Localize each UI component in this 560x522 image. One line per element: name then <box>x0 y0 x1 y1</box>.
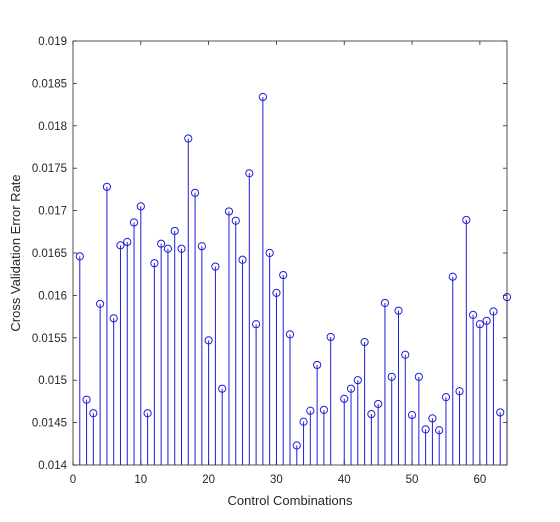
stem-marker <box>299 417 308 426</box>
stem-marker <box>319 405 329 414</box>
x-axis-ticks: 0 10 20 30 40 50 60 <box>70 41 486 486</box>
stem-marker <box>435 426 444 435</box>
stem-marker <box>441 393 451 402</box>
stem-marker <box>380 298 390 308</box>
y-tick-label: 0.0155 <box>32 333 67 345</box>
stem-marker <box>190 188 200 197</box>
x-tick-label: 50 <box>406 474 419 486</box>
y-tick-label: 0.0145 <box>32 418 67 430</box>
stem-marker <box>150 259 159 268</box>
stem-marker <box>109 314 118 323</box>
stem-marker <box>462 215 471 225</box>
stem-marker <box>374 399 383 409</box>
stem-marker <box>177 244 186 253</box>
y-tick-label: 0.018 <box>38 121 67 133</box>
stem-marker <box>143 409 152 418</box>
y-tick-label: 0.0165 <box>32 248 67 260</box>
stem-marker <box>170 226 179 236</box>
stem-marker <box>475 320 484 329</box>
stem-marker <box>272 288 281 297</box>
stem-marker <box>245 169 254 178</box>
x-tick-label: 20 <box>202 474 215 486</box>
stem-marker <box>75 252 84 261</box>
y-tick-label: 0.0185 <box>32 78 67 90</box>
x-axis-label: Control Combinations <box>227 493 353 508</box>
stem-marker <box>455 387 464 396</box>
stem-marker <box>367 410 376 419</box>
stem-marker <box>387 372 396 381</box>
stem-marker <box>448 272 457 281</box>
stem-marker <box>496 408 505 417</box>
stem-marker <box>231 216 240 225</box>
stem-marker <box>326 332 335 342</box>
stem-marker <box>89 409 98 418</box>
stem-marker <box>238 255 247 264</box>
stem-marker <box>279 270 288 280</box>
stem-marker <box>414 372 423 381</box>
stem-marker <box>489 307 498 316</box>
stem-marker <box>346 384 356 393</box>
stem-marker <box>129 218 139 227</box>
stem-marker <box>468 310 478 320</box>
stem-series <box>75 92 512 465</box>
stem-marker <box>401 350 410 359</box>
stem-marker <box>251 320 261 329</box>
stem-marker <box>157 239 166 248</box>
stem-marker <box>197 242 206 251</box>
y-tick-label: 0.017 <box>38 206 67 218</box>
stem-marker <box>258 92 267 102</box>
y-axis-ticks: 0.014 0.0145 0.015 0.0155 0.016 0.0165 0.017 0.… <box>32 36 507 472</box>
stem-marker <box>123 237 132 247</box>
stem-marker <box>313 360 322 370</box>
stem-marker <box>204 336 213 345</box>
stem-marker <box>407 410 417 420</box>
stem-marker <box>184 134 193 143</box>
y-axis-label: Cross Validation Error Rate <box>8 174 23 331</box>
stem-marker <box>82 395 91 404</box>
x-tick-label: 0 <box>70 474 76 486</box>
stem-marker <box>136 202 145 211</box>
stem-marker <box>306 406 315 415</box>
x-tick-label: 40 <box>338 474 351 486</box>
stem-marker <box>428 414 437 423</box>
y-tick-label: 0.015 <box>38 375 67 387</box>
y-tick-label: 0.016 <box>38 290 67 302</box>
stem-marker <box>421 425 430 434</box>
stem-marker <box>211 262 220 271</box>
stem-marker <box>224 207 234 216</box>
stem-marker <box>102 182 112 191</box>
stem-marker <box>96 299 105 308</box>
y-tick-label: 0.0175 <box>32 163 67 175</box>
x-tick-label: 30 <box>270 474 283 486</box>
stem-marker <box>265 248 274 258</box>
x-tick-label: 60 <box>473 474 486 486</box>
stem-marker <box>394 306 403 315</box>
stem-marker <box>163 244 173 253</box>
y-tick-label: 0.019 <box>38 36 67 48</box>
stem-marker <box>292 441 301 450</box>
stem-marker <box>218 384 227 393</box>
stem-marker <box>482 316 491 325</box>
x-tick-label: 10 <box>134 474 147 486</box>
stem-marker <box>340 394 349 403</box>
stem-marker <box>353 376 362 385</box>
stem-marker <box>116 241 125 250</box>
y-tick-label: 0.014 <box>38 460 67 472</box>
stem-marker <box>285 330 295 339</box>
stem-marker <box>360 337 369 347</box>
